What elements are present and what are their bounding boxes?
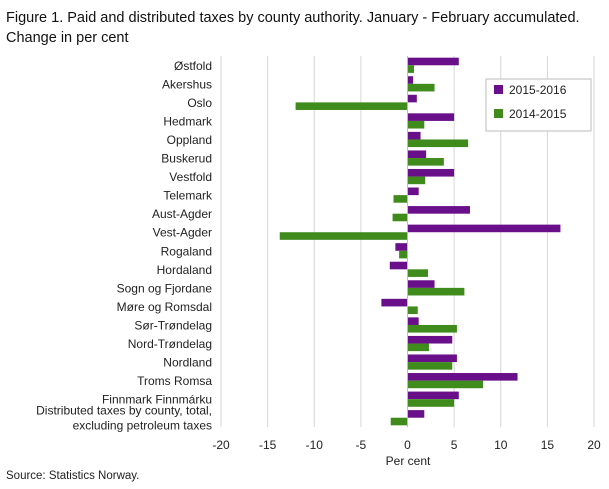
category-label: Møre og Romsdal <box>117 300 212 314</box>
category-label: Vest-Agder <box>153 226 212 240</box>
bar-2015-2016 <box>395 243 408 251</box>
legend-swatch <box>494 85 503 94</box>
x-tick-label: -20 <box>212 438 230 452</box>
category-label: Rogaland <box>161 244 212 258</box>
x-axis-label: Per cent <box>386 454 431 468</box>
bar-2014-2015 <box>407 176 426 185</box>
bar-2014-2015 <box>407 362 453 370</box>
bar-2015-2016 <box>407 335 453 344</box>
category-label: Hordaland <box>157 263 212 277</box>
bar-2014-2015 <box>407 120 425 129</box>
x-tick-label: 10 <box>494 438 508 452</box>
legend: 2015-2016 2014-2015 <box>485 78 592 132</box>
chart-title: Figure 1. Paid and distributed taxes by … <box>6 10 580 46</box>
category-labels: Østfold Akershus Oslo Hedmark Oppland Buskeru… <box>36 59 213 433</box>
bar-2014-2015 <box>392 213 408 222</box>
category-label: Troms Romsa <box>137 374 212 388</box>
x-tick-label: 5 <box>451 438 458 452</box>
bar-2015-2016 <box>407 57 459 66</box>
bar-2015-2016 <box>407 280 435 288</box>
category-label: Aust-Agder <box>152 207 212 221</box>
bar-2014-2015 <box>407 139 469 148</box>
bar-2014-2015 <box>393 195 408 203</box>
x-tick-label: 20 <box>587 438 601 452</box>
bar-2015-2016 <box>407 206 470 214</box>
bar-2014-2015 <box>407 306 418 315</box>
bar-2014-2015 <box>295 102 408 110</box>
category-label: Telemark <box>163 189 213 203</box>
bars <box>279 57 561 426</box>
bar-2014-2015 <box>407 380 484 389</box>
bar-2014-2015 <box>407 399 455 407</box>
bar-2015-2016 <box>407 410 425 418</box>
category-label: Nord-Trøndelag <box>128 337 212 351</box>
x-tick-label: -15 <box>259 438 277 452</box>
category-label: Sogn og Fjordane <box>117 281 213 295</box>
category-label: Distributed taxes by county, total, <box>36 404 212 418</box>
bar-2014-2015 <box>279 232 408 240</box>
bar-2015-2016 <box>407 391 459 400</box>
x-tick-label: 0 <box>404 438 411 452</box>
category-label: Østfold <box>174 59 212 73</box>
bar-2014-2015 <box>407 65 415 73</box>
bar-2014-2015 <box>407 269 429 277</box>
category-label: excluding petroleum taxes <box>73 419 212 433</box>
legend-box <box>485 78 592 132</box>
category-label: Buskerud <box>161 152 212 166</box>
category-label: Akershus <box>162 77 212 91</box>
category-label: Oslo <box>187 96 212 110</box>
bar-2015-2016 <box>407 373 518 381</box>
bar-2015-2016 <box>407 150 427 159</box>
category-label: Oppland <box>167 133 212 147</box>
bar-2015-2016 <box>407 354 457 363</box>
bar-2015-2016 <box>407 168 455 177</box>
category-label: Vestfold <box>169 170 212 184</box>
category-label: Nordland <box>163 356 212 370</box>
bar-2014-2015 <box>407 343 429 352</box>
bar-2015-2016 <box>407 131 421 140</box>
bar-2015-2016 <box>407 187 419 196</box>
bar-2015-2016 <box>407 317 419 325</box>
bar-2014-2015 <box>407 158 444 166</box>
legend-label: 2015-2016 <box>509 83 567 97</box>
bar-2015-2016 <box>407 113 455 121</box>
bar-2015-2016 <box>407 94 417 103</box>
bar-2014-2015 <box>407 287 465 296</box>
bar-2014-2015 <box>407 324 457 333</box>
bar-2014-2015 <box>390 417 408 426</box>
bar-2015-2016 <box>381 298 408 307</box>
bar-2014-2015 <box>399 250 408 259</box>
legend-label: 2014-2015 <box>509 107 567 121</box>
bar-2014-2015 <box>407 83 435 92</box>
bar-2015-2016 <box>407 224 561 233</box>
x-tick-labels: -20 -15 -10 -5 0 5 10 15 20 <box>212 438 601 452</box>
x-tick-label: -10 <box>306 438 324 452</box>
x-tick-label: -5 <box>356 438 367 452</box>
category-label: Sør-Trøndelag <box>134 318 212 332</box>
source-note: Source: Statistics Norway. <box>6 470 140 482</box>
category-label: Finnmark Finnmárku <box>102 393 212 407</box>
legend-swatch <box>494 109 503 118</box>
bar-2015-2016 <box>389 261 408 270</box>
bar-2015-2016 <box>407 76 414 84</box>
x-tick-label: 15 <box>541 438 555 452</box>
category-label: Hedmark <box>163 114 213 128</box>
